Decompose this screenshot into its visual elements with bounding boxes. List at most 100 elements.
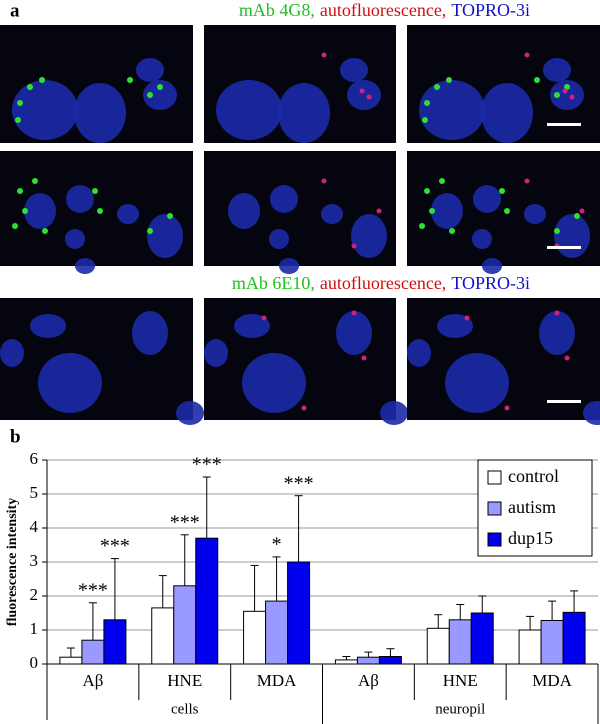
red-spot	[562, 88, 568, 94]
nucleus	[132, 311, 168, 355]
nucleus	[380, 401, 408, 425]
header-part: autofluorescence,	[320, 0, 446, 20]
bar	[378, 656, 402, 665]
bar	[59, 656, 83, 665]
nucleus	[38, 353, 102, 413]
x-tick-label: MDA	[257, 671, 297, 690]
legend-swatch	[487, 501, 502, 516]
nucleus	[543, 58, 571, 82]
x-tick-label: Aβ	[358, 671, 379, 690]
nucleus	[336, 311, 372, 355]
red-spot	[361, 355, 367, 361]
panel-label: b	[10, 426, 21, 447]
green-spot	[419, 223, 425, 229]
header-part: mAb 4G8,	[239, 0, 315, 20]
bar	[173, 585, 197, 665]
legend-label: control	[508, 466, 559, 486]
nucleus	[270, 185, 298, 213]
green-spot	[17, 100, 23, 106]
bar	[426, 627, 450, 665]
bar	[334, 659, 358, 665]
micrograph	[204, 298, 396, 420]
significance-label: *	[272, 533, 282, 555]
bar	[195, 537, 219, 665]
green-spot	[39, 77, 45, 83]
green-spot	[22, 208, 28, 214]
red-spot	[366, 94, 372, 100]
significance-label: ***	[192, 454, 222, 476]
green-spot	[499, 188, 505, 194]
green-spot	[554, 92, 560, 98]
nucleus	[482, 258, 502, 274]
nucleus	[539, 311, 575, 355]
y-tick-label: 3	[30, 551, 39, 570]
red-spot	[301, 405, 307, 411]
green-spot	[157, 84, 163, 90]
nucleus	[65, 229, 85, 249]
bar	[265, 600, 289, 665]
nucleus	[278, 83, 330, 143]
panel-header: mAb 6E10, autofluorescence, TOPRO-3i	[232, 273, 530, 293]
green-spot	[554, 228, 560, 234]
red-spot	[554, 310, 560, 316]
bar	[103, 619, 127, 665]
green-spot	[17, 188, 23, 194]
bar	[287, 561, 311, 665]
x-tick-label: MDA	[532, 671, 572, 690]
red-spot	[376, 208, 382, 214]
bar	[540, 619, 564, 665]
bar	[562, 611, 586, 665]
red-spot	[524, 52, 530, 58]
bar	[356, 656, 380, 665]
green-spot	[147, 228, 153, 234]
green-spot	[564, 84, 570, 90]
nucleus	[0, 339, 24, 367]
y-axis-label: fluorescence intensity	[5, 498, 20, 626]
scale-bar	[547, 246, 581, 249]
green-spot	[92, 188, 98, 194]
nucleus	[24, 193, 56, 229]
red-spot	[524, 178, 530, 184]
x-tick-label: HNE	[443, 671, 478, 690]
red-spot	[569, 94, 575, 100]
panel-header: mAb 4G8, autofluorescence, TOPRO-3i	[239, 0, 530, 20]
header-part: TOPRO-3i	[451, 273, 530, 293]
bar	[243, 610, 267, 665]
nucleus	[472, 229, 492, 249]
red-spot	[464, 315, 470, 321]
nucleus	[437, 314, 473, 338]
y-tick-label: 5	[30, 483, 39, 502]
legend-swatch	[487, 470, 502, 485]
red-spot	[351, 243, 357, 249]
green-spot	[534, 77, 540, 83]
nucleus	[481, 83, 533, 143]
green-spot	[446, 77, 452, 83]
green-spot	[424, 188, 430, 194]
nucleus	[143, 80, 177, 110]
nucleus	[321, 204, 343, 224]
nucleus	[228, 193, 260, 229]
legend-label: dup15	[508, 528, 553, 548]
x-tick-label: Aβ	[82, 671, 103, 690]
green-spot	[127, 77, 133, 83]
red-spot	[261, 315, 267, 321]
nucleus	[524, 204, 546, 224]
scale-bar	[547, 123, 581, 126]
green-spot	[12, 223, 18, 229]
nucleus	[583, 401, 600, 425]
header-part: autofluorescence,	[320, 273, 446, 293]
nucleus	[204, 339, 228, 367]
nucleus	[269, 229, 289, 249]
nucleus	[554, 214, 590, 258]
bar	[81, 639, 105, 665]
red-spot	[321, 178, 327, 184]
green-spot	[97, 208, 103, 214]
green-spot	[167, 213, 173, 219]
nucleus	[550, 80, 584, 110]
header-part: TOPRO-3i	[451, 0, 530, 20]
nucleus	[74, 83, 126, 143]
legend-label: autism	[508, 497, 556, 517]
nucleus	[431, 193, 463, 229]
nucleus	[473, 185, 501, 213]
